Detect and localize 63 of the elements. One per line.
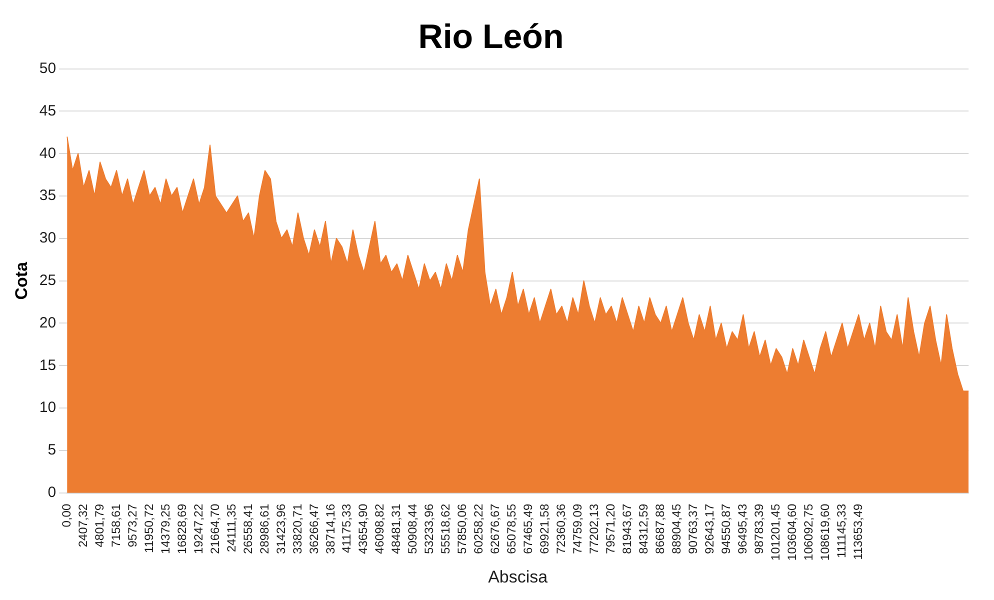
x-tick-label: 60258,22 — [472, 504, 486, 554]
x-tick-label: 11950,72 — [142, 504, 156, 554]
x-tick-label: 67465,49 — [521, 504, 536, 554]
x-tick-label: 65078,55 — [504, 504, 519, 554]
x-tick-label: 16828,69 — [174, 504, 189, 554]
x-tick-label: 53233,96 — [422, 504, 436, 554]
x-tick-label: 74759,09 — [570, 504, 585, 554]
x-tick-label: 31423,96 — [274, 504, 288, 554]
y-tick-label: 45 — [39, 102, 56, 120]
x-tick-label: 2407,32 — [76, 504, 90, 548]
x-tick-label: 21664,70 — [208, 504, 222, 554]
x-axis-title: Abscisa — [488, 567, 548, 586]
x-tick-label: 92643,17 — [702, 504, 717, 554]
x-tick-label: 72360,36 — [554, 504, 568, 554]
x-tick-label: 14379,25 — [158, 504, 172, 554]
x-tick-label: 94550,87 — [719, 504, 734, 554]
x-tick-label: 62676,67 — [488, 504, 502, 554]
y-tick-label: 35 — [39, 187, 56, 204]
x-tick-label: 69921,58 — [538, 504, 552, 554]
x-tick-label: 88904,45 — [670, 504, 684, 554]
y-tick-label: 50 — [39, 60, 56, 77]
x-tick-label: 103604,60 — [785, 504, 800, 561]
x-tick-label: 101201,45 — [768, 504, 783, 561]
x-tick-label: 24111,35 — [224, 504, 238, 552]
x-tick-label: 98783,39 — [752, 504, 766, 554]
x-tick-label: 86687,88 — [653, 504, 668, 554]
y-tick-label: 25 — [39, 272, 56, 289]
y-tick-label: 40 — [39, 144, 56, 162]
x-tick-label: 19247,22 — [191, 504, 206, 554]
x-tick-label: 79571,20 — [604, 504, 618, 554]
x-tick-label: 43654,90 — [356, 504, 370, 554]
x-tick-label: 48481,31 — [389, 504, 404, 554]
x-tick-label: 50908,44 — [406, 504, 420, 554]
x-tick-label: 81943,67 — [620, 504, 634, 554]
x-tick-label: 36266,47 — [306, 504, 321, 554]
x-tick-label: 108619,60 — [818, 504, 832, 561]
y-tick-label: 15 — [39, 356, 56, 374]
x-tick-label: 4801,79 — [92, 504, 106, 548]
y-tick-label: 20 — [39, 314, 56, 332]
x-tick-label: 33820,71 — [290, 504, 304, 554]
x-tick-label: 46098,82 — [372, 504, 387, 554]
x-tick-label: 26558,41 — [240, 504, 255, 554]
y-tick-label: 5 — [48, 442, 56, 459]
x-tick-label: 41175,33 — [340, 504, 354, 554]
x-tick-label: 0,00 — [59, 504, 74, 528]
chart-title: Rio León — [418, 18, 564, 56]
y-tick-label: 10 — [39, 399, 56, 416]
x-tick-label: 106092,75 — [802, 504, 816, 561]
x-tick-label: 77202,13 — [587, 504, 602, 554]
x-tick-label: 90763,37 — [686, 504, 700, 554]
y-tick-label: 0 — [48, 484, 56, 502]
x-tick-label: 38714,16 — [323, 504, 338, 554]
x-tick-label: 84312,59 — [636, 504, 651, 554]
x-tick-label: 7158,61 — [108, 504, 123, 548]
x-tick-label: 9573,27 — [125, 504, 140, 548]
x-tick-label: 28986,61 — [257, 504, 272, 554]
x-tick-label: 57850,06 — [455, 504, 470, 554]
x-tick-label: 55518,62 — [438, 504, 453, 554]
y-tick-label: 30 — [39, 230, 56, 247]
x-tick-label: 113653,49 — [850, 504, 865, 560]
y-axis-title: Cota — [12, 261, 31, 300]
x-tick-label: 111145,33 — [834, 504, 848, 558]
x-tick-label: 96495,43 — [736, 504, 750, 554]
